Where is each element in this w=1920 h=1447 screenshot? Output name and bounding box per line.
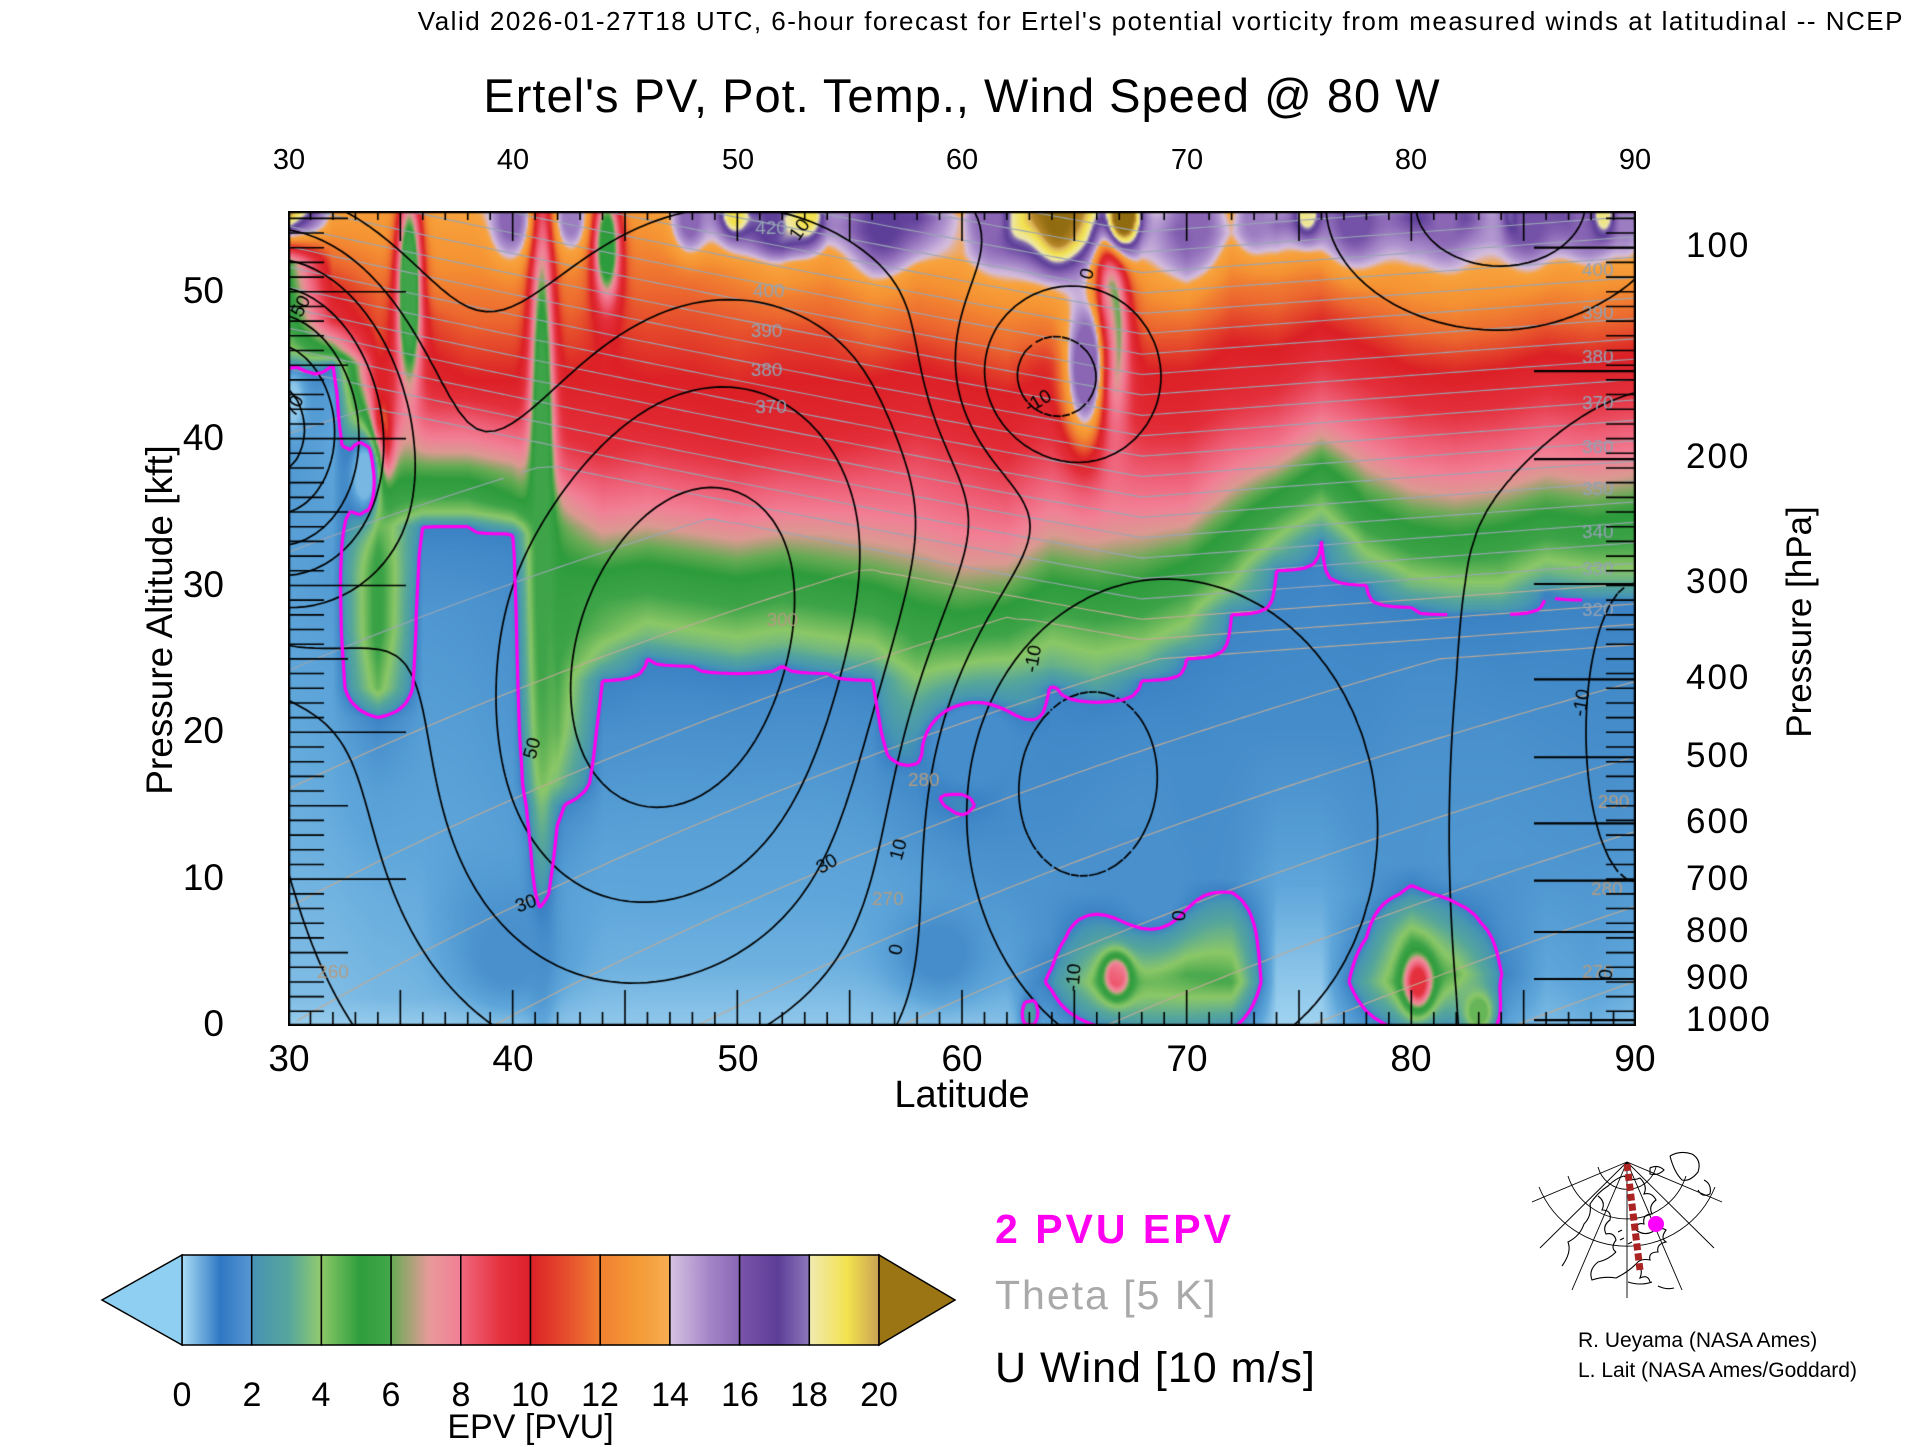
colorbar-tick: 14: [651, 1376, 689, 1414]
legend-theta-contour: Theta [5 K]: [995, 1272, 1218, 1318]
colorbar-tick: 20: [860, 1376, 898, 1414]
bottom-axis-tick: 70: [1166, 1038, 1208, 1079]
credits: R. Ueyama (NASA Ames) L. Lait (NASA Ames…: [1578, 1326, 1857, 1386]
left-axis-tick: 30: [182, 564, 224, 605]
top-axis-tick: 90: [1618, 144, 1652, 176]
credit-line: R. Ueyama (NASA Ames): [1578, 1329, 1818, 1352]
bottom-axis-tick: 50: [717, 1038, 759, 1079]
left-axis-title: Pressure Altitude [kft]: [139, 445, 180, 795]
colorbar-tick: 10: [511, 1376, 549, 1414]
legend-wind-contour: U Wind [10 m/s]: [995, 1344, 1316, 1392]
right-axis-tick: 200: [1686, 437, 1751, 476]
location-marker: [1648, 1216, 1664, 1232]
map-coastlines: [1561, 1151, 1711, 1290]
right-axis-tick: 900: [1686, 958, 1751, 997]
page-title: Ertel's PV, Pot. Temp., Wind Speed @ 80 …: [483, 69, 1441, 122]
colorbar-tick: 2: [242, 1376, 262, 1414]
top-axis-tick: 50: [721, 144, 755, 176]
colorbar-tick: 0: [172, 1376, 192, 1414]
cross-section-canvas: [288, 211, 1636, 1026]
map-graticule: [1532, 1161, 1723, 1298]
epv-colorbar: [100, 1253, 960, 1347]
right-axis-tick: 1000: [1686, 1000, 1772, 1039]
top-axis-tick: 40: [496, 144, 530, 176]
left-axis-tick: 20: [182, 710, 224, 751]
inset-locator-map: [1532, 1140, 1737, 1302]
bottom-axis-tick: 60: [941, 1038, 983, 1079]
colorbar-title: EPV [PVU]: [447, 1408, 614, 1446]
bottom-axis-tick: 80: [1390, 1038, 1432, 1079]
colorbar-tick: 12: [581, 1376, 619, 1414]
colorbar-tick: 8: [451, 1376, 471, 1414]
top-axis-tick: 70: [1170, 144, 1204, 176]
cross-section-plot: [288, 211, 1636, 1026]
bottom-axis-tick: 40: [492, 1038, 534, 1079]
epv-colorbar-graphic: [100, 1253, 957, 1347]
left-axis-tick: 0: [203, 1003, 224, 1044]
inset-map-graphic: [1532, 1151, 1723, 1298]
colorbar-tick: 4: [311, 1376, 331, 1414]
bottom-axis-tick: 90: [1614, 1038, 1656, 1079]
left-axis-tick: 10: [182, 857, 224, 898]
legend-pv-contour: 2 PVU EPV: [995, 1206, 1234, 1252]
cross-section-track: [1623, 1163, 1644, 1271]
right-axis-tick: 300: [1686, 562, 1751, 601]
top-axis-tick: 60: [945, 144, 979, 176]
colorbar-tick: 16: [721, 1376, 759, 1414]
left-axis-tick: 40: [182, 417, 224, 458]
valid-time-annotation: Valid 2026-01-27T18 UTC, 6-hour forecast…: [417, 6, 1904, 36]
right-axis-tick: 100: [1686, 226, 1751, 265]
right-axis-tick: 800: [1686, 911, 1751, 950]
right-axis-title: Pressure [hPa]: [1780, 506, 1819, 738]
bottom-axis-title: Latitude: [894, 1074, 1030, 1116]
right-axis-tick: 500: [1686, 736, 1751, 775]
top-axis-tick: 80: [1394, 144, 1428, 176]
colorbar-tick: 18: [790, 1376, 828, 1414]
right-axis-tick: 400: [1686, 658, 1751, 697]
right-axis-tick: 600: [1686, 802, 1751, 841]
right-axis-tick: 700: [1686, 859, 1751, 898]
credit-line: L. Lait (NASA Ames/Goddard): [1578, 1359, 1857, 1382]
top-axis-tick: 30: [272, 144, 306, 176]
left-axis-tick: 50: [182, 270, 224, 311]
colorbar-tick: 6: [381, 1376, 401, 1414]
bottom-axis-tick: 30: [268, 1038, 310, 1079]
